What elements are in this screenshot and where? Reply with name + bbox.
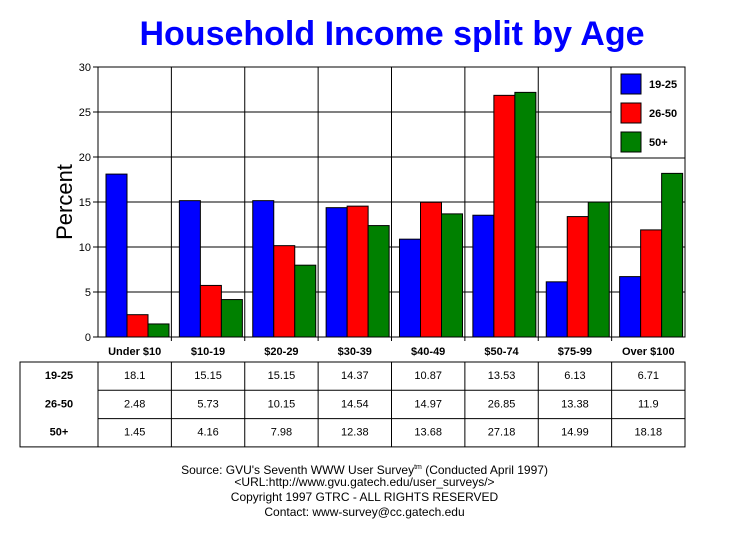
bar-26-50-$20-29 [273, 245, 296, 338]
table-cell: 14.99 [561, 427, 589, 439]
legend-label: 50+ [649, 137, 668, 149]
legend-label: 19-25 [649, 79, 677, 91]
y-tick-label: 10 [79, 242, 91, 254]
bar-chart: Household Income split by Age Percent 0 5 10… [19, 15, 686, 448]
bar-26-50-Over $100 [640, 229, 663, 338]
legend-swatch-19-25 [620, 73, 642, 95]
copyright: Copyright 1997 GTRC - ALL RIGHTS RESERVE… [230, 490, 499, 504]
y-tick-label: 20 [79, 152, 91, 164]
bar-19-25-$75-99 [545, 281, 568, 338]
bar-50+-$10-19 [220, 299, 243, 338]
table-cell: 13.38 [561, 398, 589, 410]
table-cell: 4.16 [197, 427, 218, 439]
bar-50+-$75-99 [587, 201, 610, 338]
table-row-header: 19-25 [45, 370, 73, 382]
table-cell: 11.9 [638, 398, 659, 410]
x-tick-label: $20-29 [264, 346, 298, 358]
bar-50+-Over $100 [661, 172, 684, 338]
table-row-header: 50+ [50, 427, 69, 439]
bar-50+-$50-74 [514, 91, 537, 338]
bar-50+-$40-49 [441, 213, 463, 338]
legend-swatch-26-50 [620, 102, 642, 124]
table-cell: 26.85 [488, 398, 516, 410]
bar-19-25-Under $10 [105, 173, 128, 338]
table-cell: 14.97 [414, 398, 442, 410]
table-cell: 6.13 [564, 370, 585, 382]
table-cell: 10.87 [414, 370, 442, 382]
source-line: Source: GVU's Seventh WWW User Surveytm … [0, 460, 729, 478]
source-url: <URL:http://www.gvu.gatech.edu/user_surv… [234, 475, 495, 489]
bar-50+-Under $10 [147, 323, 170, 338]
table-cell: 13.53 [488, 370, 516, 382]
table-row-header: 26-50 [45, 398, 73, 410]
bar-19-25-$20-29 [252, 200, 275, 338]
y-axis-label: Percent [52, 164, 77, 240]
bar-19-25-$40-49 [399, 238, 421, 338]
bar-26-50-Under $10 [126, 314, 149, 338]
table-cell: 14.37 [341, 370, 369, 382]
y-tick-label: 25 [79, 107, 91, 119]
table-cell: 5.73 [197, 398, 218, 410]
bar-26-50-$75-99 [566, 216, 589, 338]
y-tick-label: 30 [79, 62, 91, 74]
bar-19-25-$30-39 [325, 207, 348, 338]
source-date: (Conducted April 1997) [421, 463, 548, 477]
bar-26-50-$50-74 [493, 94, 516, 338]
x-tick-label: $10-19 [191, 346, 225, 358]
legend-swatch-50+ [620, 131, 642, 153]
x-tick-label: $75-99 [558, 346, 592, 358]
x-tick-label: $30-39 [338, 346, 372, 358]
bar-19-25-$50-74 [472, 214, 495, 338]
bar-26-50-$30-39 [346, 205, 369, 338]
y-tick-label: 15 [79, 197, 91, 209]
table-cell: 15.15 [194, 370, 222, 382]
y-tick-label: 0 [85, 332, 91, 344]
table-cell: 2.48 [124, 398, 145, 410]
table-cell: 10.15 [268, 398, 296, 410]
table-cell: 7.98 [271, 427, 292, 439]
x-tick-label: $50-74 [484, 346, 519, 358]
legend-label: 26-50 [649, 108, 677, 120]
table-cell: 13.68 [414, 427, 442, 439]
x-tick-label: Over $100 [622, 346, 675, 358]
table-cell: 15.15 [268, 370, 296, 382]
bar-19-25-Over $100 [619, 276, 642, 338]
table-cell: 18.1 [124, 370, 145, 382]
bar-50+-$20-29 [294, 264, 317, 338]
bar-50+-$30-39 [367, 225, 390, 338]
chart-title: Household Income split by Age [139, 15, 644, 53]
table-cell: 18.18 [635, 427, 663, 439]
table-cell: 27.18 [488, 427, 516, 439]
table-cell: 6.71 [638, 370, 659, 382]
table-cell: 12.38 [341, 427, 369, 439]
table-cell: 1.45 [124, 427, 145, 439]
source-text: Source: GVU's Seventh WWW User Survey [181, 463, 415, 477]
x-tick-label: $40-49 [411, 346, 445, 358]
y-tick-label: 5 [85, 287, 91, 299]
plot-frame [97, 66, 686, 338]
bar-19-25-$10-19 [178, 200, 201, 338]
bar-26-50-$10-19 [199, 284, 222, 338]
contact: Contact: www-survey@cc.gatech.edu [264, 505, 465, 519]
x-tick-label: Under $10 [108, 346, 161, 358]
trademark: tm [414, 464, 422, 471]
bar-26-50-$40-49 [420, 201, 442, 338]
table-cell: 14.54 [341, 398, 369, 410]
